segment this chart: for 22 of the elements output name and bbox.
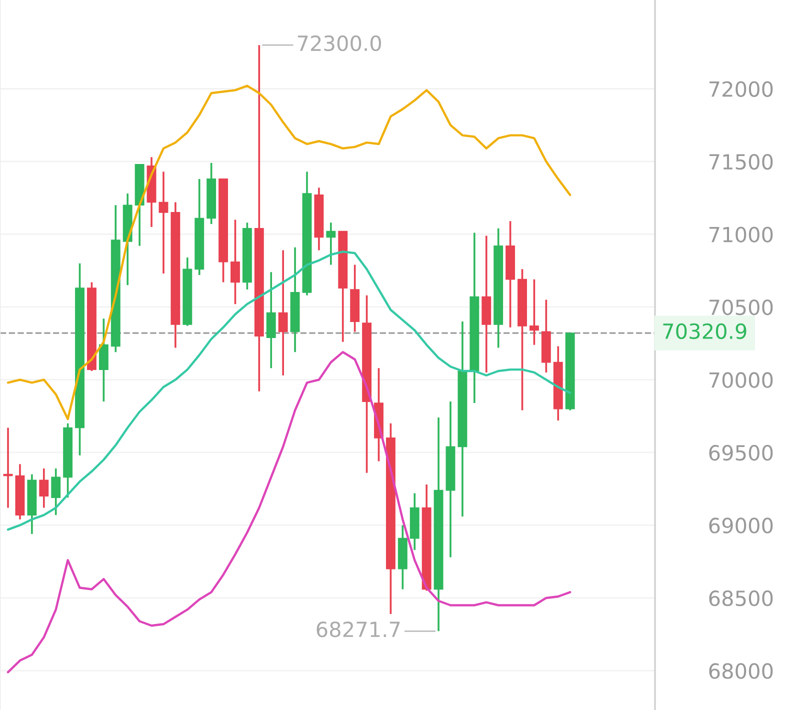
- candlestick: [529, 278, 539, 346]
- candlestick: [230, 218, 240, 305]
- y-tick-label: 70500: [709, 299, 773, 316]
- y-tick-label: 69500: [709, 444, 773, 461]
- y-tick-label: 71000: [709, 226, 773, 242]
- y-tick-label: 69000: [709, 518, 773, 534]
- y-tick-label: 70000: [709, 372, 773, 388]
- annotation: 72300.0: [298, 35, 381, 52]
- y-tick-label: 71500: [709, 154, 773, 170]
- candlestick: [278, 249, 288, 376]
- y-tick-label: 72000: [709, 81, 773, 97]
- line-series: [6, 350, 572, 674]
- line-series: [6, 250, 572, 531]
- candlestick: [39, 468, 49, 509]
- line-series: [6, 84, 572, 420]
- ref-line-label: 70320.9: [663, 323, 746, 340]
- y-tick-label: 68500: [709, 590, 773, 606]
- y-tick-label: 68000: [709, 663, 773, 679]
- candlestick: [326, 222, 336, 266]
- candlestick: [51, 468, 61, 516]
- annotation: 68271.7: [316, 621, 400, 638]
- candlestick: [158, 170, 168, 274]
